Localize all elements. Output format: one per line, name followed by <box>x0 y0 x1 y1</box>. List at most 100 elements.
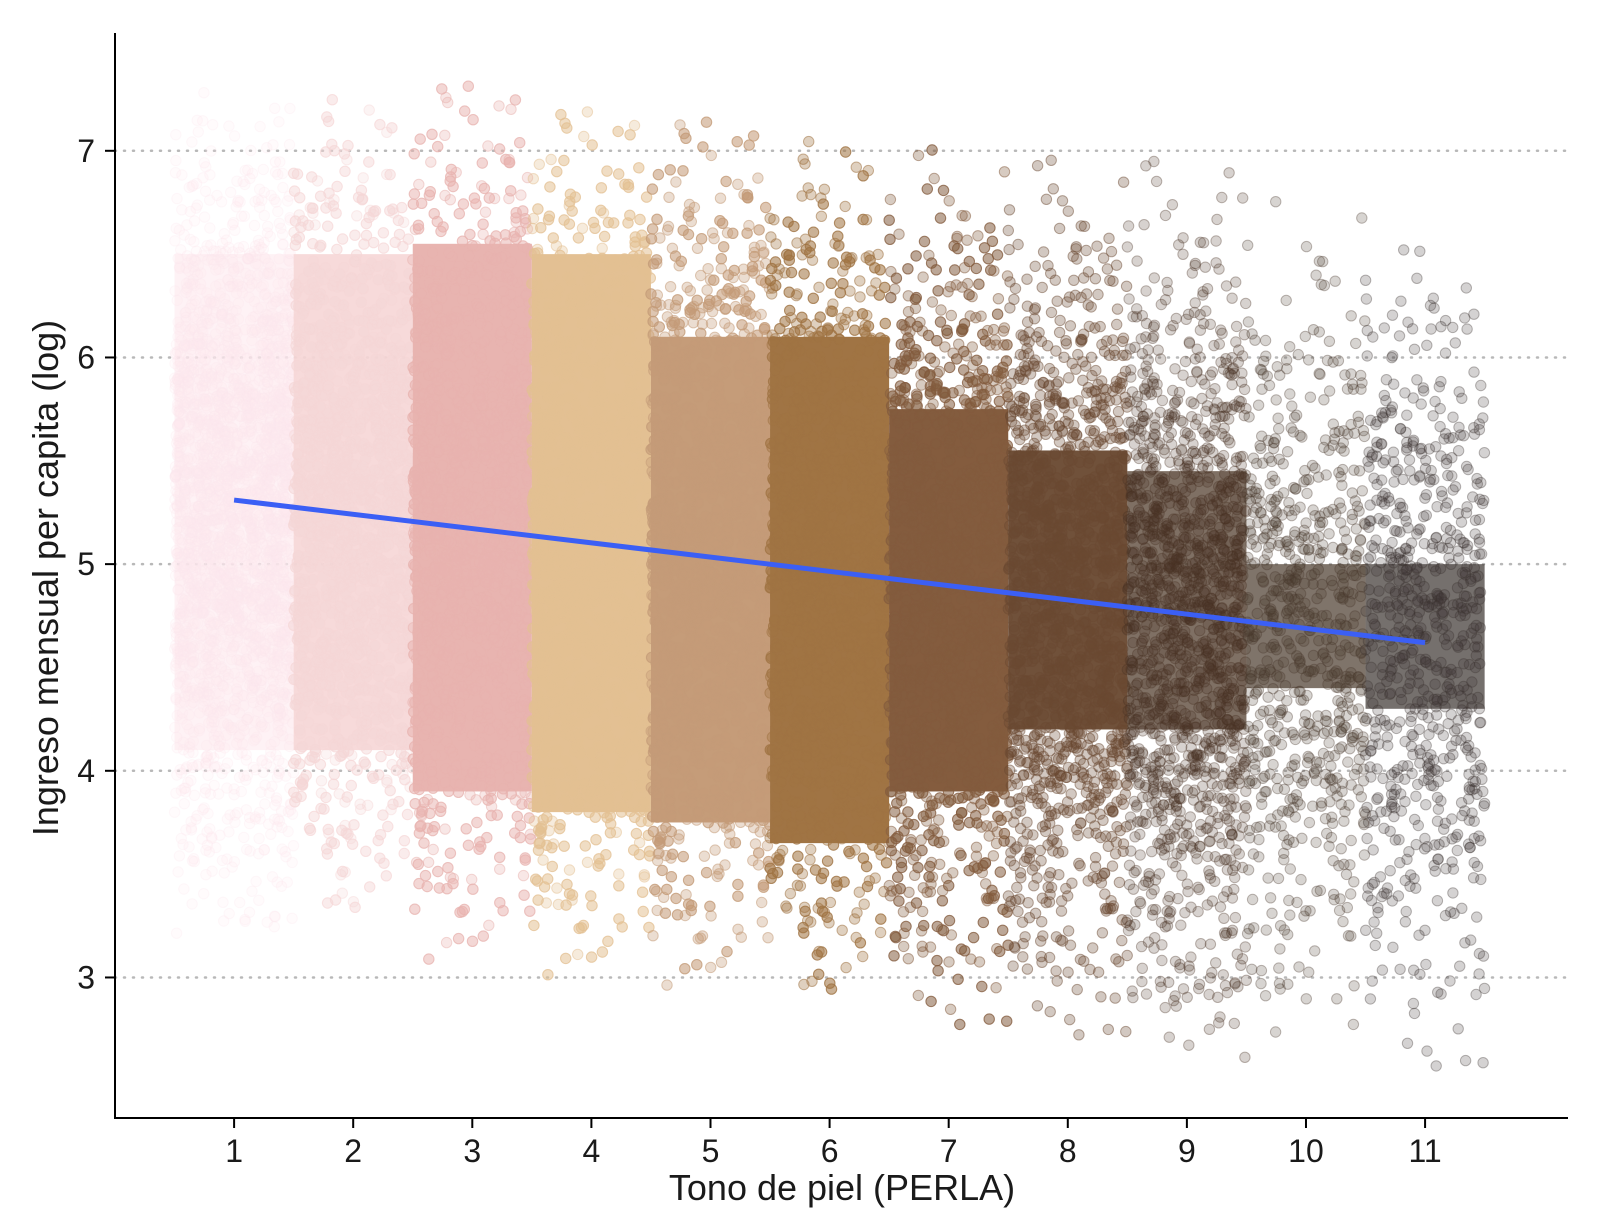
data-point <box>259 845 269 855</box>
data-point <box>391 333 401 343</box>
data-point <box>342 792 352 802</box>
data-point <box>173 253 183 263</box>
data-point <box>276 223 286 233</box>
data-point <box>273 169 283 179</box>
data-point <box>289 787 299 797</box>
data-point <box>300 322 310 332</box>
data-point <box>185 669 195 679</box>
data-point <box>311 669 321 679</box>
data-point <box>189 854 199 864</box>
data-point <box>171 223 181 233</box>
data-point <box>296 397 306 407</box>
data-point <box>338 386 348 396</box>
data-point <box>179 799 189 809</box>
data-point <box>234 708 244 718</box>
data-point <box>176 606 186 616</box>
data-point <box>180 691 190 701</box>
data-point <box>361 846 371 856</box>
data-point <box>170 722 180 732</box>
data-point <box>396 474 406 484</box>
data-point <box>206 146 216 156</box>
data-point <box>198 702 208 712</box>
data-point <box>170 236 180 246</box>
data-point <box>199 520 209 530</box>
data-point <box>224 121 234 131</box>
data-point <box>228 218 238 228</box>
data-point <box>269 911 279 921</box>
data-point <box>228 456 238 466</box>
data-point <box>337 234 347 244</box>
data-point <box>343 140 353 150</box>
data-point <box>292 169 302 179</box>
data-point <box>375 337 385 347</box>
data-point <box>241 750 251 760</box>
data-point <box>171 619 181 629</box>
data-point <box>366 496 376 506</box>
data-point <box>387 123 397 133</box>
data-point <box>320 390 330 400</box>
data-point <box>233 552 243 562</box>
data-point <box>242 411 252 421</box>
data-point <box>234 530 244 540</box>
data-point <box>194 759 204 769</box>
data-point <box>275 444 285 454</box>
data-point <box>193 618 203 628</box>
data-point <box>181 622 191 632</box>
data-point <box>255 121 265 131</box>
data-point <box>313 461 323 471</box>
data-point <box>370 370 380 380</box>
data-point <box>332 244 342 254</box>
data-point <box>172 295 182 305</box>
data-point <box>307 752 317 762</box>
data-point <box>221 235 231 245</box>
data-point <box>172 549 182 559</box>
data-point <box>186 454 196 464</box>
data-point <box>276 268 286 278</box>
data-point <box>270 157 280 167</box>
data-point <box>327 95 337 105</box>
data-point <box>284 139 294 149</box>
data-point <box>174 418 184 428</box>
data-point <box>259 210 269 220</box>
data-point <box>258 338 268 348</box>
data-point <box>184 842 194 852</box>
data-point <box>192 115 202 125</box>
data-point <box>209 780 219 790</box>
data-point <box>278 182 288 192</box>
data-point <box>267 309 277 319</box>
data-point <box>342 596 352 606</box>
data-point <box>191 203 201 213</box>
data-point <box>262 143 272 153</box>
data-point <box>262 377 272 387</box>
data-point <box>217 855 227 865</box>
data-point <box>178 636 188 646</box>
data-point <box>204 690 214 700</box>
data-point <box>229 131 239 141</box>
data-point <box>216 706 226 716</box>
data-point <box>397 202 407 212</box>
data-point <box>328 779 338 789</box>
data-point <box>203 255 213 265</box>
data-point <box>231 623 241 633</box>
data-point <box>400 775 410 785</box>
data-point <box>389 404 399 414</box>
data-point <box>173 646 183 656</box>
data-point <box>340 166 350 176</box>
data-point <box>201 401 211 411</box>
data-point <box>244 907 254 917</box>
data-point <box>282 577 292 587</box>
data-point <box>230 810 240 820</box>
data-point <box>195 590 205 600</box>
data-point <box>322 898 332 908</box>
data-point <box>188 312 198 322</box>
data-point <box>378 810 388 820</box>
data-point <box>383 465 393 475</box>
data-point <box>277 640 287 650</box>
data-point <box>187 548 197 558</box>
data-point <box>225 412 235 422</box>
data-point <box>247 620 257 630</box>
data-point <box>171 470 181 480</box>
data-point <box>281 771 291 781</box>
data-point <box>173 867 183 877</box>
data-point <box>383 413 393 423</box>
